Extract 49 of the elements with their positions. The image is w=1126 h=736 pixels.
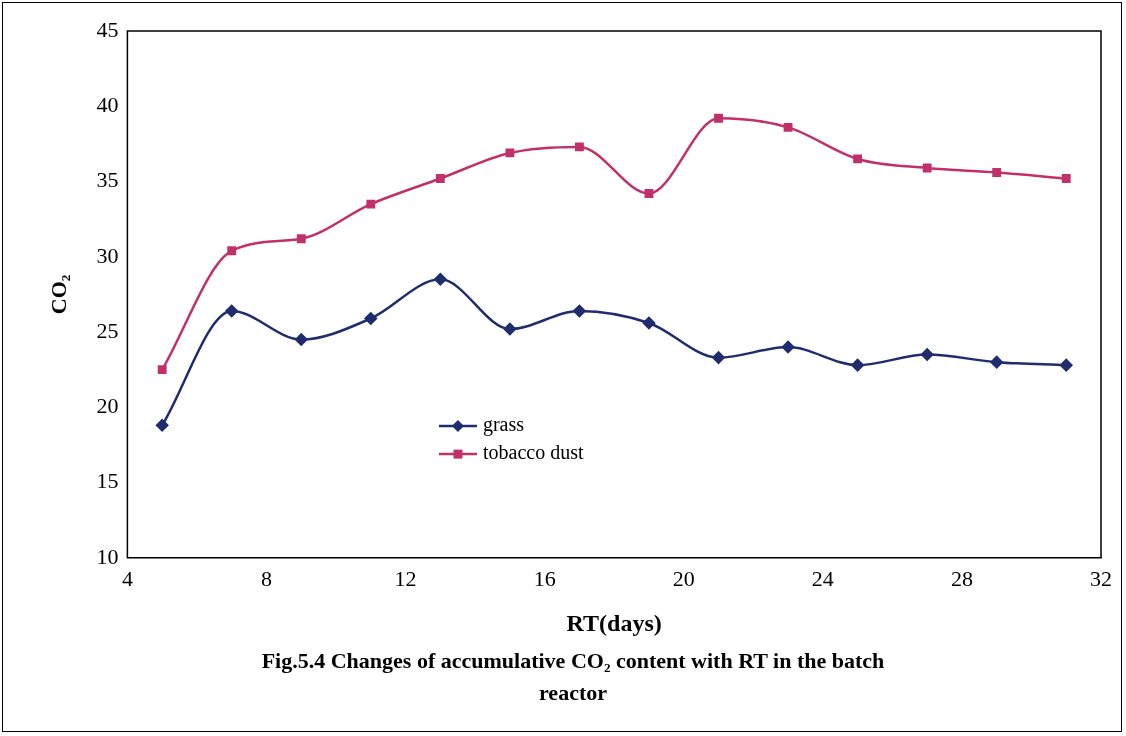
legend-label: tobacco dust xyxy=(482,441,584,464)
y-tick-label: 15 xyxy=(96,468,119,494)
point xyxy=(366,199,376,209)
y-axis-title: CO₂ xyxy=(45,274,71,315)
point xyxy=(714,113,723,123)
point xyxy=(503,322,517,336)
x-tick-label: 20 xyxy=(672,565,695,591)
point xyxy=(644,189,654,198)
point xyxy=(642,316,656,330)
y-tick-label: 30 xyxy=(96,242,119,268)
point xyxy=(225,304,238,318)
point xyxy=(992,168,1002,177)
point xyxy=(712,351,725,364)
x-tick-label: 16 xyxy=(533,565,556,591)
point xyxy=(434,273,447,286)
legend-label: grass xyxy=(482,413,525,437)
y-tick-label: 45 xyxy=(96,16,119,42)
point xyxy=(783,122,793,132)
point xyxy=(575,142,584,152)
x-tick-label: 24 xyxy=(811,565,834,591)
x-tick-label: 32 xyxy=(1090,565,1112,591)
y-tick-label: 35 xyxy=(96,167,119,193)
x-tick-label: 4 xyxy=(121,565,133,591)
y-tick-label: 20 xyxy=(96,393,119,419)
point xyxy=(155,419,169,432)
x-tick-label: 12 xyxy=(394,565,417,591)
point xyxy=(227,246,237,256)
point xyxy=(920,348,934,361)
x-tick-label: 8 xyxy=(260,565,272,591)
point xyxy=(853,154,863,164)
point xyxy=(781,340,795,354)
caption: Fig.5.4 Changes of accumulative CO₂ content with RT in the batch reactor xyxy=(260,647,886,707)
point xyxy=(435,174,445,183)
point xyxy=(364,312,378,325)
point xyxy=(157,365,167,375)
point xyxy=(573,304,586,318)
x-tick-label: 28 xyxy=(950,565,973,591)
point xyxy=(990,355,1003,369)
y-tick-label: 40 xyxy=(96,92,119,118)
x-axis-title: RT(days) xyxy=(566,609,662,636)
point xyxy=(851,358,864,372)
point xyxy=(1059,358,1073,372)
y-tick-label: 10 xyxy=(96,543,119,569)
y-tick-label: 25 xyxy=(96,317,119,343)
point xyxy=(295,333,308,346)
point xyxy=(1061,174,1071,183)
point xyxy=(505,148,515,158)
point xyxy=(296,234,306,244)
point xyxy=(922,163,932,173)
